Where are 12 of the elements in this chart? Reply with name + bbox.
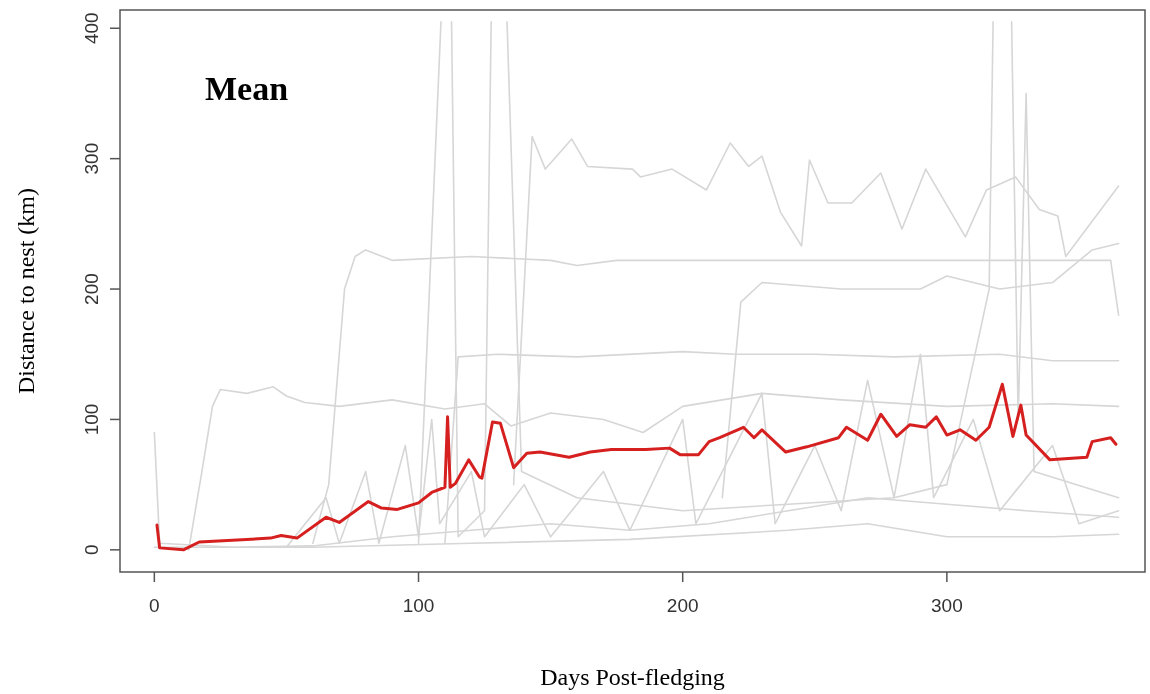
annotation: Mean bbox=[205, 70, 289, 107]
y-tick-label: 0 bbox=[81, 544, 102, 556]
x-axis-title: Days Post-fledging bbox=[540, 664, 725, 690]
x-tick-label: 100 bbox=[402, 595, 435, 616]
x-tick-label: 0 bbox=[149, 595, 160, 616]
x-tick-label: 300 bbox=[931, 595, 963, 616]
y-tick-label: 400 bbox=[81, 12, 102, 45]
y-tick-label: 300 bbox=[81, 142, 102, 175]
y-tick-label: 100 bbox=[81, 403, 102, 436]
x-tick-label: 200 bbox=[666, 595, 699, 616]
y-axis-title: Distance to nest (km) bbox=[13, 188, 39, 394]
y-tick-label: 200 bbox=[81, 273, 102, 305]
